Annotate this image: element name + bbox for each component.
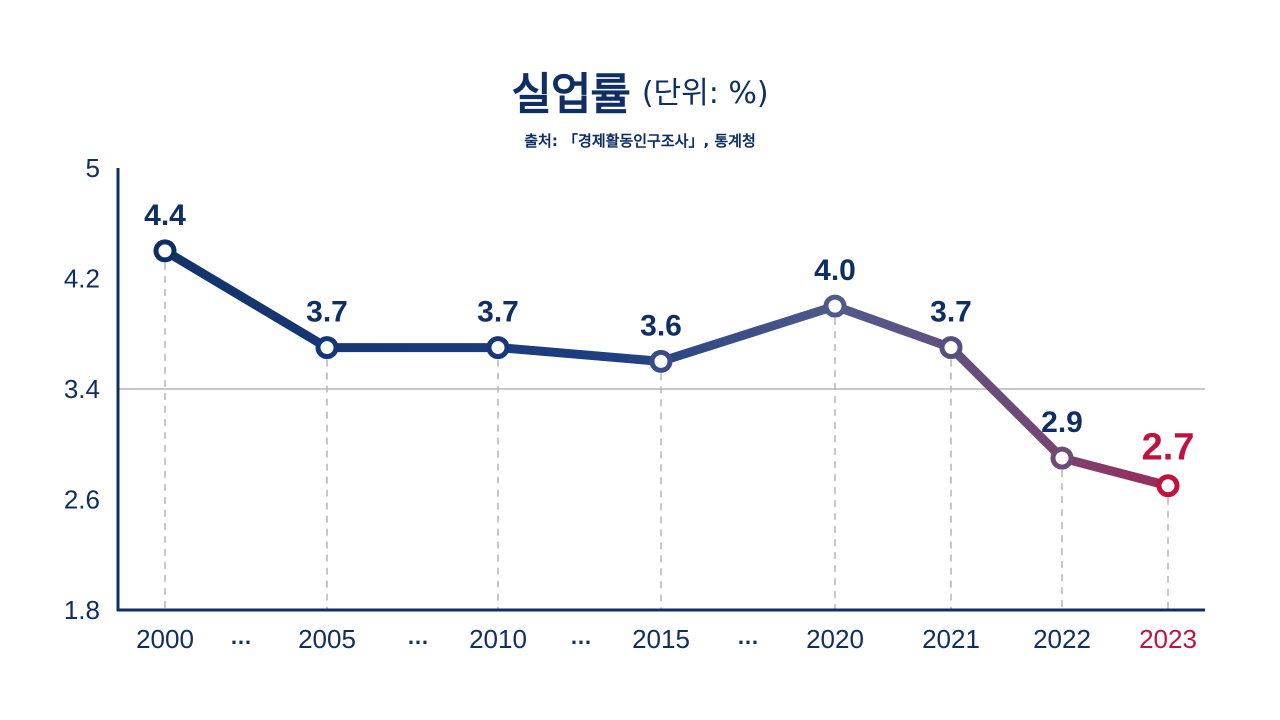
chart-title-unit: (단위: %)	[641, 76, 769, 111]
data-point-2010	[486, 336, 510, 360]
data-label-2000: 4.4	[144, 199, 186, 232]
chart-title: 실업률 (단위: %)	[0, 58, 1280, 122]
data-label-2021: 3.7	[930, 296, 972, 329]
y-tick-label: 2.6	[64, 485, 100, 515]
data-point-layer	[153, 239, 1180, 498]
x-gap-marker: …	[570, 624, 592, 649]
x-tick-label-2020: 2020	[806, 624, 864, 654]
data-point-2000	[153, 239, 177, 263]
data-point-2015	[649, 349, 673, 373]
x-tick-label-2000: 2000	[136, 624, 194, 654]
data-point-2021	[939, 336, 963, 360]
data-point-2023	[1156, 474, 1180, 498]
chart-title-main: 실업률	[511, 69, 630, 120]
axis-layer: 5 4.2 3.4 2.6 1.8 2000 2005 2010 2015 2020 2021 202…	[64, 153, 1205, 654]
grid-layer	[118, 262, 1205, 610]
data-label-2023: 2.7	[1142, 427, 1195, 469]
y-tick-label: 1.8	[64, 595, 100, 625]
label-layer: 4.4 3.7 3.7 3.6 4.0 3.7 2.9 2.7	[144, 199, 1194, 469]
data-label-2010: 3.7	[477, 296, 519, 329]
x-tick-label-2005: 2005	[298, 624, 356, 654]
x-tick-label-2010: 2010	[469, 624, 527, 654]
data-label-2022: 2.9	[1041, 406, 1083, 439]
x-tick-label-2015: 2015	[632, 624, 690, 654]
y-tick-label: 3.4	[64, 374, 100, 404]
data-point-2005	[315, 336, 339, 360]
data-label-2020: 4.0	[814, 254, 856, 287]
data-point-2022	[1050, 446, 1074, 470]
data-label-2005: 3.7	[306, 296, 348, 329]
data-label-2015: 3.6	[640, 309, 682, 342]
series-line	[160, 246, 1173, 491]
y-tick-label: 5	[86, 153, 100, 183]
chart-source: 출처: 「경제활동인구조사」, 통계청	[524, 132, 756, 150]
series-line-layer	[160, 246, 1173, 491]
x-tick-label-2023: 2023	[1139, 624, 1197, 654]
x-tick-label-2022: 2022	[1033, 624, 1091, 654]
data-point-2020	[823, 294, 847, 318]
x-gap-marker: …	[407, 624, 429, 649]
x-tick-label-2021: 2021	[922, 624, 980, 654]
y-tick-label: 4.2	[64, 264, 100, 294]
x-gap-marker: …	[737, 624, 759, 649]
x-gap-marker: …	[230, 624, 252, 649]
